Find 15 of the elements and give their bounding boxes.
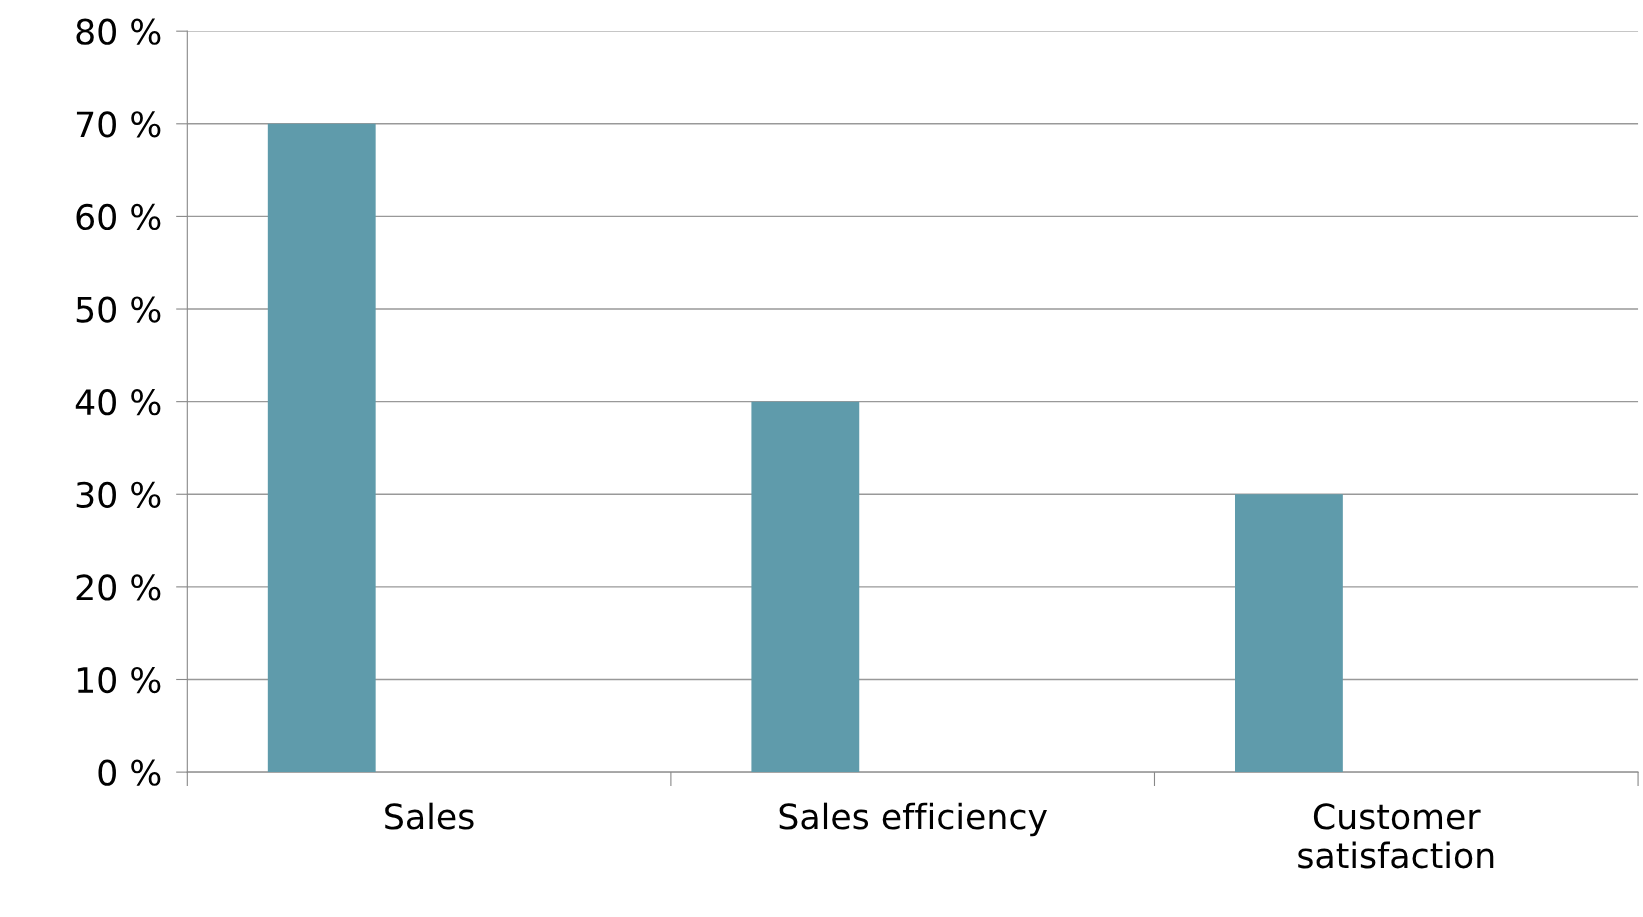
y-tick-label: 10 % [77,666,161,694]
bar [751,401,860,773]
y-tick-label: 60 % [76,203,161,231]
y-tick-label: 50 % [76,296,161,323]
y-tick-label: 40 % [75,389,161,416]
y-tick-label: 80 % [76,18,161,45]
x-tick-label: Customer satisfaction [1298,803,1494,869]
x-tick-label: Sales [385,802,474,830]
x-tick-label: Sales efficiency [779,802,1047,837]
y-tick-label: 0 % [98,759,161,786]
y-tick-label: 70 % [76,111,161,138]
bar [267,123,376,773]
bar [1235,494,1343,773]
y-tick-label: 20 % [76,574,161,601]
y-tick-label: 30 % [76,481,161,508]
